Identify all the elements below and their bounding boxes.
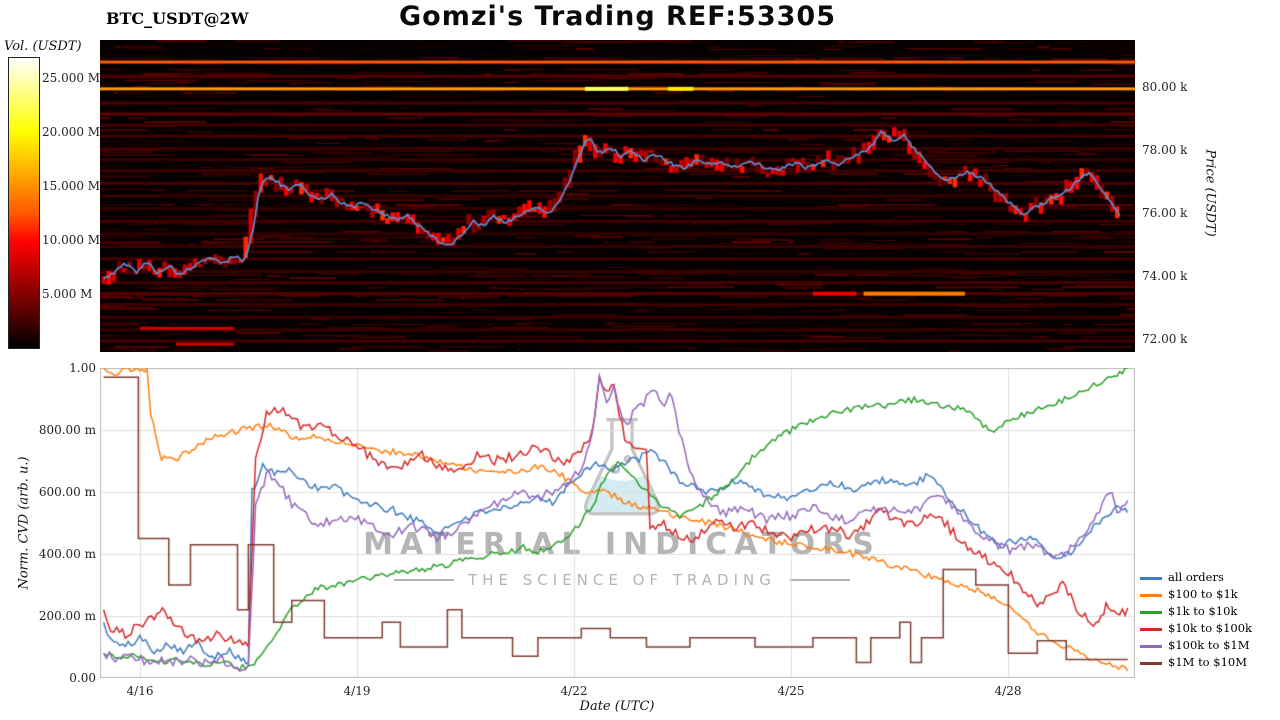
price-tick-label: 72.00 k: [1142, 332, 1188, 346]
symbol-label: BTC_USDT@2W: [106, 9, 249, 28]
colorbar-tick-label: 20.000 M: [42, 125, 101, 139]
cvd-x-tick-label: 4/19: [343, 684, 371, 698]
legend-label: $10k to $100k: [1168, 621, 1253, 635]
cvd-y-tick-label: 600.00 m: [38, 485, 96, 499]
legend: all orders $100 to $1k $1k to $10k $10k …: [1140, 569, 1252, 671]
colorbar-tick-label: 15.000 M: [42, 179, 101, 193]
legend-item: $100 to $1k: [1140, 586, 1252, 603]
legend-label: $1k to $10k: [1168, 604, 1238, 618]
cvd-y-tick-label: 0.00: [69, 671, 96, 685]
cvd-y-tick-label: 1.00: [69, 361, 96, 375]
legend-label: $100k to $1M: [1168, 638, 1250, 652]
price-tick-label: 78.00 k: [1142, 143, 1188, 157]
price-axis-label: Price (USDT): [1202, 149, 1218, 237]
page-title: Gomzi's Trading REF:53305: [398, 1, 836, 32]
price-tick-label: 80.00 k: [1142, 80, 1188, 94]
heatmap-canvas: [100, 40, 1135, 352]
cvd-y-tick-label: 800.00 m: [38, 423, 96, 437]
price-tick-label: 74.00 k: [1142, 269, 1188, 283]
legend-label: $100 to $1k: [1168, 587, 1238, 601]
colorbar-label: Vol. (USDT): [4, 39, 82, 54]
colorbar-tick-label: 5.000 M: [42, 287, 93, 301]
colorbar-tick-label: 25.000 M: [42, 71, 101, 85]
cvd-y-tick-label: 200.00 m: [38, 609, 96, 623]
cvd-y-tick-label: 400.00 m: [38, 547, 96, 561]
legend-swatch: [1140, 610, 1162, 614]
cvd-y-axis-label: Norm. CVD (arb. u.): [16, 456, 32, 590]
cvd-x-axis-label: Date (UTC): [579, 699, 655, 714]
cvd-x-tick-label: 4/25: [777, 684, 805, 698]
colorbar-tick-label: 10.000 M: [42, 233, 101, 247]
legend-swatch: [1140, 644, 1162, 648]
legend-label: $1M to $10M: [1168, 655, 1247, 669]
colorbar: [8, 57, 40, 349]
legend-item: all orders: [1140, 569, 1252, 586]
legend-swatch: [1140, 593, 1162, 597]
cvd-x-tick-label: 4/28: [994, 684, 1022, 698]
cvd-canvas: [100, 368, 1135, 678]
legend-item: $100k to $1M: [1140, 637, 1252, 654]
legend-swatch: [1140, 661, 1162, 665]
cvd-x-tick-label: 4/16: [126, 684, 154, 698]
legend-swatch: [1140, 627, 1162, 631]
price-tick-label: 76.00 k: [1142, 206, 1188, 220]
legend-item: $10k to $100k: [1140, 620, 1252, 637]
legend-swatch: [1140, 576, 1162, 580]
legend-label: all orders: [1168, 570, 1224, 584]
legend-item: $1k to $10k: [1140, 603, 1252, 620]
cvd-x-tick-label: 4/22: [560, 684, 588, 698]
legend-item: $1M to $10M: [1140, 654, 1252, 671]
